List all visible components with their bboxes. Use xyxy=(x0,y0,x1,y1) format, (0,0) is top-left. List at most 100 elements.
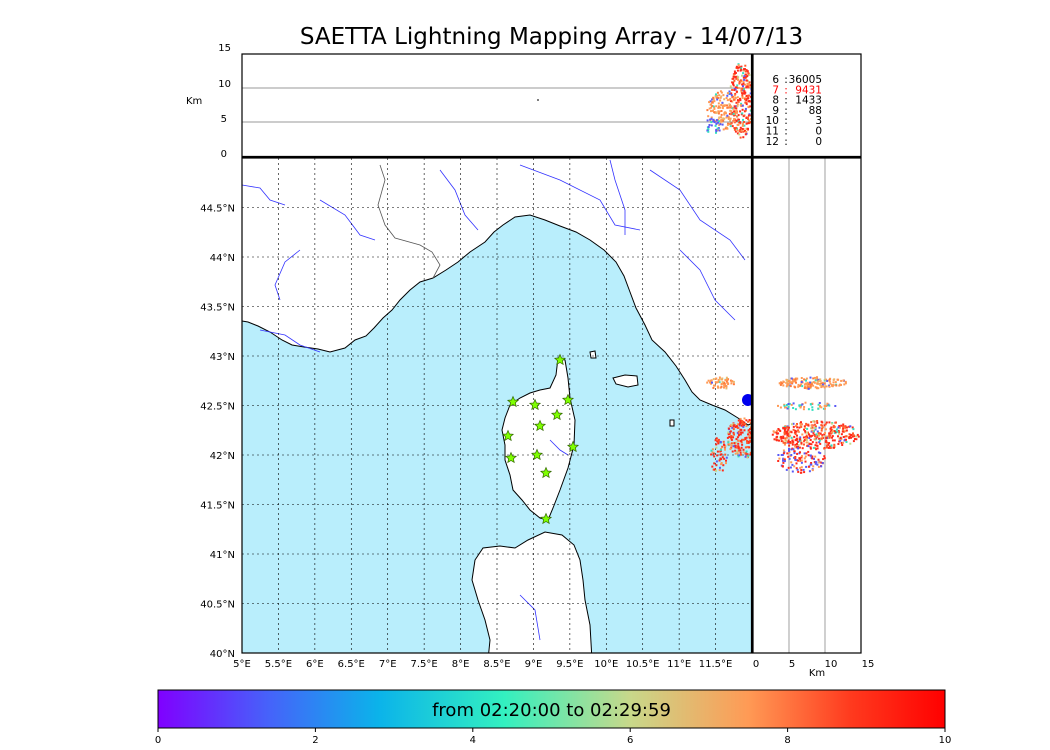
station-star-icon xyxy=(539,512,553,525)
lightning-source-dot xyxy=(716,454,719,457)
lightning-source-dot xyxy=(796,423,798,425)
lightning-source-dot xyxy=(809,376,812,379)
lightning-source-dot xyxy=(741,96,744,99)
lightning-source-dot xyxy=(785,426,788,429)
lightning-source-dot xyxy=(804,455,807,458)
lightning-source-dot xyxy=(711,448,714,451)
lightning-source-dot xyxy=(834,425,837,428)
stats-source-count: 88 xyxy=(809,105,822,117)
lon-label: 8.5°E xyxy=(483,659,510,670)
lightning-source-dot xyxy=(828,445,831,448)
lightning-source-dot xyxy=(713,111,716,114)
lightning-source-dot xyxy=(728,443,731,446)
lightning-source-dot xyxy=(812,377,815,380)
lightning-source-dot xyxy=(739,422,742,425)
lightning-source-dot xyxy=(828,384,831,387)
lightning-source-dot xyxy=(739,136,742,139)
lightning-source-dot xyxy=(805,377,808,380)
lightning-source-dot xyxy=(852,434,855,437)
lightning-source-dot xyxy=(805,387,808,390)
lightning-source-dot xyxy=(720,116,723,119)
lightning-source-dot xyxy=(727,427,730,430)
lightning-source-dot xyxy=(775,439,778,442)
lightning-source-dot xyxy=(710,117,713,120)
lightning-source-dot xyxy=(723,457,726,460)
lightning-source-dot xyxy=(799,466,802,469)
lon-label: 11.5°E xyxy=(699,659,733,670)
lightning-source-dot xyxy=(792,378,794,381)
lightning-source-dot xyxy=(817,458,820,461)
lightning-source-dot xyxy=(808,437,811,439)
lightning-source-dot xyxy=(792,407,795,409)
lightning-source-dot xyxy=(825,405,828,407)
lightning-source-dot xyxy=(725,380,728,383)
lightning-source-dot xyxy=(779,436,781,439)
lightning-source-dot xyxy=(806,383,809,385)
lightning-source-dot xyxy=(744,109,747,112)
lightning-source-dot xyxy=(794,386,797,389)
lightning-source-dot xyxy=(788,402,791,405)
lightning-source-dot xyxy=(715,130,718,133)
lightning-source-dot xyxy=(721,123,724,126)
lightning-source-dot xyxy=(800,456,803,459)
lightning-source-dot xyxy=(724,104,726,107)
lightning-source-dot xyxy=(732,112,735,115)
lightning-source-dot xyxy=(717,105,720,108)
lightning-source-dot xyxy=(843,430,845,433)
lightning-source-dot xyxy=(833,443,836,446)
lightning-source-dot xyxy=(741,83,744,86)
lightning-source-dot xyxy=(726,94,729,97)
lightning-source-dot xyxy=(719,441,722,443)
lightning-source-dot xyxy=(742,76,745,79)
lightning-source-dot xyxy=(748,119,751,122)
lightning-source-dot xyxy=(737,455,740,458)
lightning-source-dot xyxy=(803,378,806,381)
lightning-source-dot xyxy=(739,428,742,431)
lightning-source-dot xyxy=(741,95,744,98)
lightning-source-dot xyxy=(792,448,795,451)
lightning-source-dot xyxy=(739,97,741,100)
lightning-source-dot xyxy=(740,424,743,427)
lightning-source-dot xyxy=(730,446,733,449)
lightning-source-dot xyxy=(829,434,832,437)
lightning-source-dot xyxy=(740,441,743,444)
lightning-source-dot xyxy=(814,446,817,449)
lon-label: 7°E xyxy=(379,659,397,670)
lightning-source-dot xyxy=(718,376,721,379)
lightning-source-dot xyxy=(820,437,823,440)
lightning-source-dot xyxy=(797,470,800,473)
lightning-source-dot xyxy=(737,445,740,448)
lightning-source-dot xyxy=(809,463,812,466)
lightning-source-dot xyxy=(711,465,714,468)
lightning-source-dot xyxy=(805,379,807,382)
lightning-source-dot xyxy=(823,447,826,450)
lightning-source-dot xyxy=(738,121,741,124)
lightning-source-dot xyxy=(844,425,847,428)
country-border xyxy=(377,164,441,279)
lightning-source-dot xyxy=(741,87,744,90)
lightning-source-dot xyxy=(796,443,798,445)
lightning-source-dot xyxy=(706,109,709,112)
lightning-source-dot xyxy=(787,405,790,408)
lightning-source-dot xyxy=(796,452,799,455)
lat-label: 40.5°N xyxy=(200,600,235,611)
lightning-source-dot xyxy=(742,72,745,75)
lightning-source-dot xyxy=(737,447,740,450)
lightning-source-dot xyxy=(744,83,747,86)
lightning-source-dot xyxy=(793,380,795,383)
lightning-source-dot xyxy=(782,384,785,387)
lightning-source-dot xyxy=(741,74,743,77)
lightning-source-dot xyxy=(817,435,820,438)
lightning-source-dot xyxy=(713,468,716,471)
station-star-icon xyxy=(528,398,542,411)
lightning-source-dot xyxy=(845,426,848,429)
lightning-source-dot xyxy=(734,72,736,75)
lightning-source-dot xyxy=(747,454,750,457)
lightning-source-dot xyxy=(735,438,738,441)
lightning-source-dot xyxy=(816,444,819,447)
station-star-icon xyxy=(553,353,567,366)
lightning-source-dot xyxy=(745,454,748,457)
lightning-source-dot xyxy=(816,377,819,380)
isolated-source xyxy=(537,99,539,101)
